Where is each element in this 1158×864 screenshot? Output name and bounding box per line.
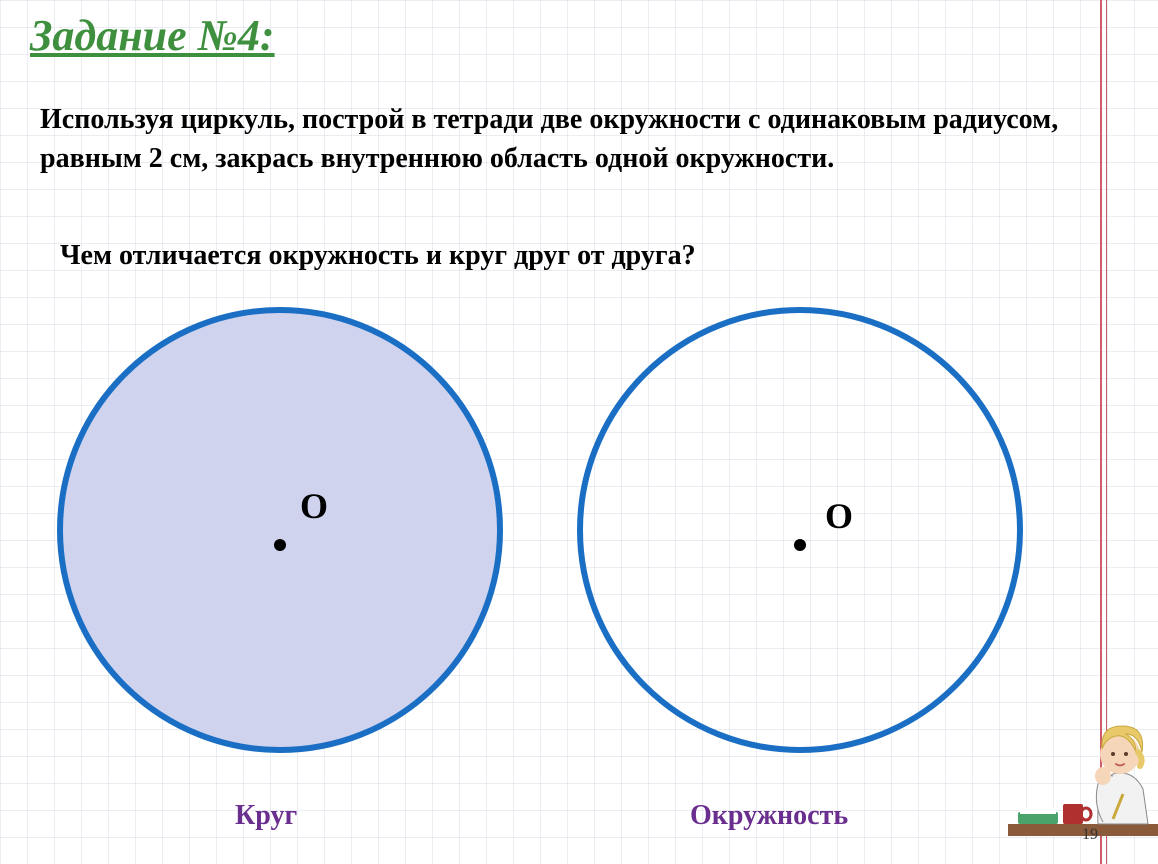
page-number: 19 (1082, 826, 1098, 844)
ring-center-label: О (825, 495, 853, 537)
task-title: Задание №4: (30, 10, 275, 61)
task-body: Используя циркуль, построй в тетради две… (40, 100, 1060, 178)
disk-caption: Круг (235, 800, 297, 832)
disk-center-label: О (300, 485, 328, 527)
task-question: Чем отличается окружность и круг друг от… (60, 240, 1080, 272)
ring-caption: Окружность (690, 800, 848, 832)
